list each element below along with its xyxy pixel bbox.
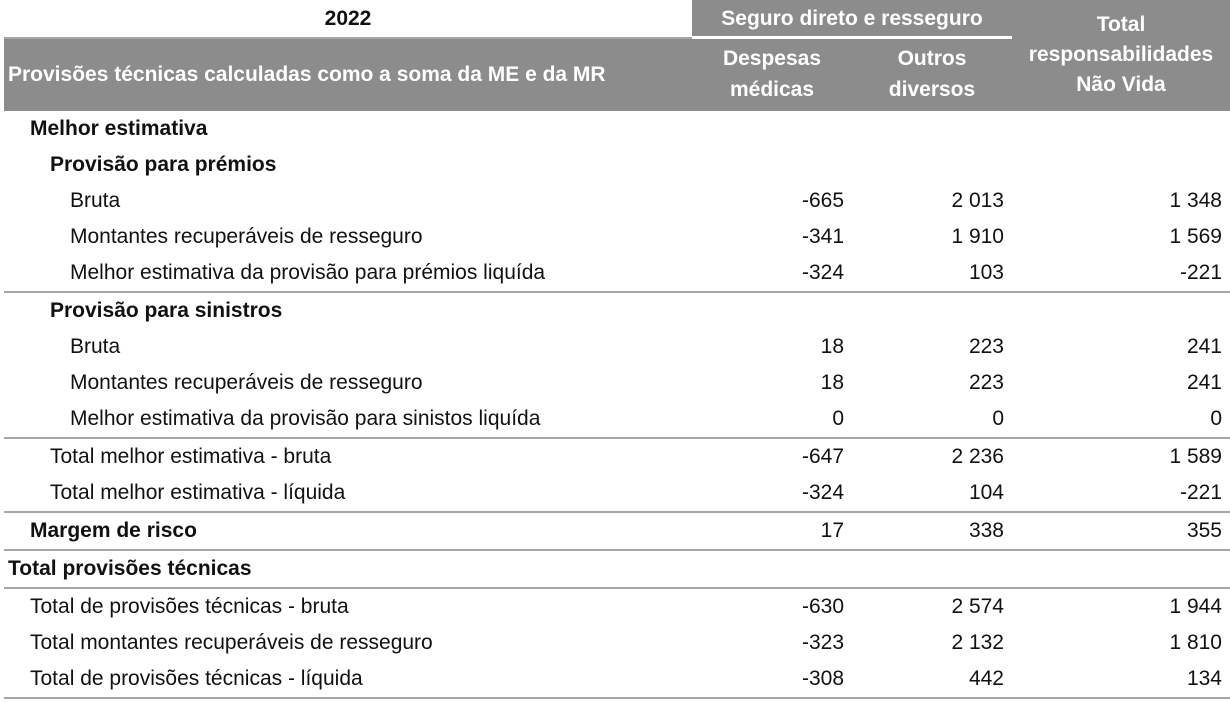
total-heading: Total responsabilidades Não Vida	[1012, 0, 1230, 111]
value-medical: 0	[832, 407, 844, 430]
value-total: -221	[1179, 481, 1222, 504]
table-row: Montantes recuperáveis de resseguro 18 2…	[4, 365, 1230, 401]
group-heading: Seguro direto e resseguro	[692, 0, 1012, 39]
table-row: Bruta 18 223 241	[4, 329, 1230, 365]
table-row: Melhor estimativa da provisão para prémi…	[4, 255, 1230, 292]
value-other: 442	[852, 660, 1012, 699]
value-medical: -647	[692, 436, 852, 475]
value-total: 241	[1186, 335, 1222, 358]
value-medical: -324	[801, 261, 844, 284]
table-row: Total de provisões técnicas - bruta -630…	[4, 586, 1230, 625]
value-other: 0	[992, 407, 1004, 430]
value-medical: 18	[820, 335, 844, 358]
row-label: Melhor estimativa da provisão para sinis…	[70, 407, 541, 430]
value-other: 338	[852, 510, 1012, 550]
value-medical: -323	[801, 631, 844, 654]
value-medical: -341	[801, 225, 844, 248]
value-total: 1 810	[1169, 631, 1222, 654]
col-medical-line1: Despesas	[722, 47, 822, 71]
subsection-row: Provisão para sinistros	[4, 290, 1230, 329]
section-total-row: Margem de risco 17 338 355	[4, 510, 1230, 550]
value-total: 241	[1186, 371, 1222, 394]
col-other-line2: diversos	[888, 77, 976, 101]
year-heading: 2022	[4, 0, 692, 39]
table-row: Total de provisões técnicas - líquida -3…	[4, 660, 1230, 699]
row-label: Total provisões técnicas	[4, 548, 692, 588]
row-label: Margem de risco	[4, 510, 692, 550]
table-row: Total melhor estimativa - líquida -324 1…	[4, 475, 1230, 512]
total-heading-line1: Total	[1096, 12, 1146, 36]
value-total: 1 348	[1169, 189, 1222, 212]
value-other: 104	[968, 481, 1004, 504]
table-row: Bruta -665 2 013 1 348	[4, 183, 1230, 219]
row-label: Melhor estimativa	[30, 117, 208, 140]
value-total: 1 944	[1012, 586, 1230, 625]
row-label: Total melhor estimativa - bruta	[4, 436, 692, 475]
col-medical-line2: médicas	[729, 77, 815, 101]
row-label: Total montantes recuperáveis de ressegur…	[30, 631, 433, 654]
total-heading-line3: Não Vida	[1076, 73, 1166, 97]
row-label: Provisão para prémios	[50, 153, 277, 176]
row-label-heading: Provisões técnicas calculadas como a som…	[4, 37, 692, 111]
row-label: Melhor estimativa da provisão para prémi…	[70, 261, 546, 284]
total-heading-line2: responsabilidades	[1028, 43, 1214, 67]
table-row: Total melhor estimativa - bruta -647 2 2…	[4, 436, 1230, 475]
value-total: 134	[1012, 660, 1230, 699]
row-label: Provisão para sinistros	[4, 290, 692, 329]
row-label: Montantes recuperáveis de resseguro	[70, 371, 423, 394]
value-other: 223	[968, 371, 1004, 394]
value-other: 2 013	[951, 189, 1004, 212]
col-other-line1: Outros	[897, 47, 967, 71]
row-label: Montantes recuperáveis de resseguro	[70, 225, 423, 248]
row-label: Total de provisões técnicas - bruta	[4, 586, 692, 625]
value-medical: 17	[692, 510, 852, 550]
value-other: 2 236	[852, 436, 1012, 475]
value-total: 1 589	[1012, 436, 1230, 475]
value-other: 1 910	[951, 225, 1004, 248]
value-other: 223	[968, 335, 1004, 358]
section-row: Total provisões técnicas	[4, 548, 1230, 588]
col-other-heading: Outros diversos	[852, 37, 1012, 111]
table-row: Total montantes recuperáveis de ressegur…	[4, 625, 1230, 661]
subsection-row: Provisão para prémios	[4, 147, 1230, 183]
value-medical: -665	[801, 189, 844, 212]
table-row: Melhor estimativa da provisão para sinis…	[4, 401, 1230, 438]
value-total: -221	[1179, 261, 1222, 284]
row-label: Total de provisões técnicas - líquida	[4, 660, 692, 699]
technical-provisions-table: 2022 Seguro direto e resseguro Total res…	[4, 0, 1230, 699]
row-label: Bruta	[70, 189, 121, 212]
value-medical: 18	[820, 371, 844, 394]
value-other: 2 132	[951, 631, 1004, 654]
value-total: 355	[1012, 510, 1230, 550]
value-medical: -630	[692, 586, 852, 625]
value-total: 1 569	[1169, 225, 1222, 248]
value-other: 2 574	[852, 586, 1012, 625]
table-row: Montantes recuperáveis de resseguro -341…	[4, 219, 1230, 255]
row-label: Bruta	[70, 335, 121, 358]
value-medical: -324	[801, 481, 844, 504]
value-total: 0	[1210, 407, 1222, 430]
value-other: 103	[968, 261, 1004, 284]
header-row-2: Provisões técnicas calculadas como a som…	[4, 37, 1230, 111]
section-row: Melhor estimativa	[4, 111, 1230, 147]
value-medical: -308	[692, 660, 852, 699]
row-label: Total melhor estimativa - líquida	[50, 481, 346, 504]
col-medical-heading: Despesas médicas	[692, 37, 852, 111]
header-row-1: 2022 Seguro direto e resseguro Total res…	[4, 0, 1230, 111]
